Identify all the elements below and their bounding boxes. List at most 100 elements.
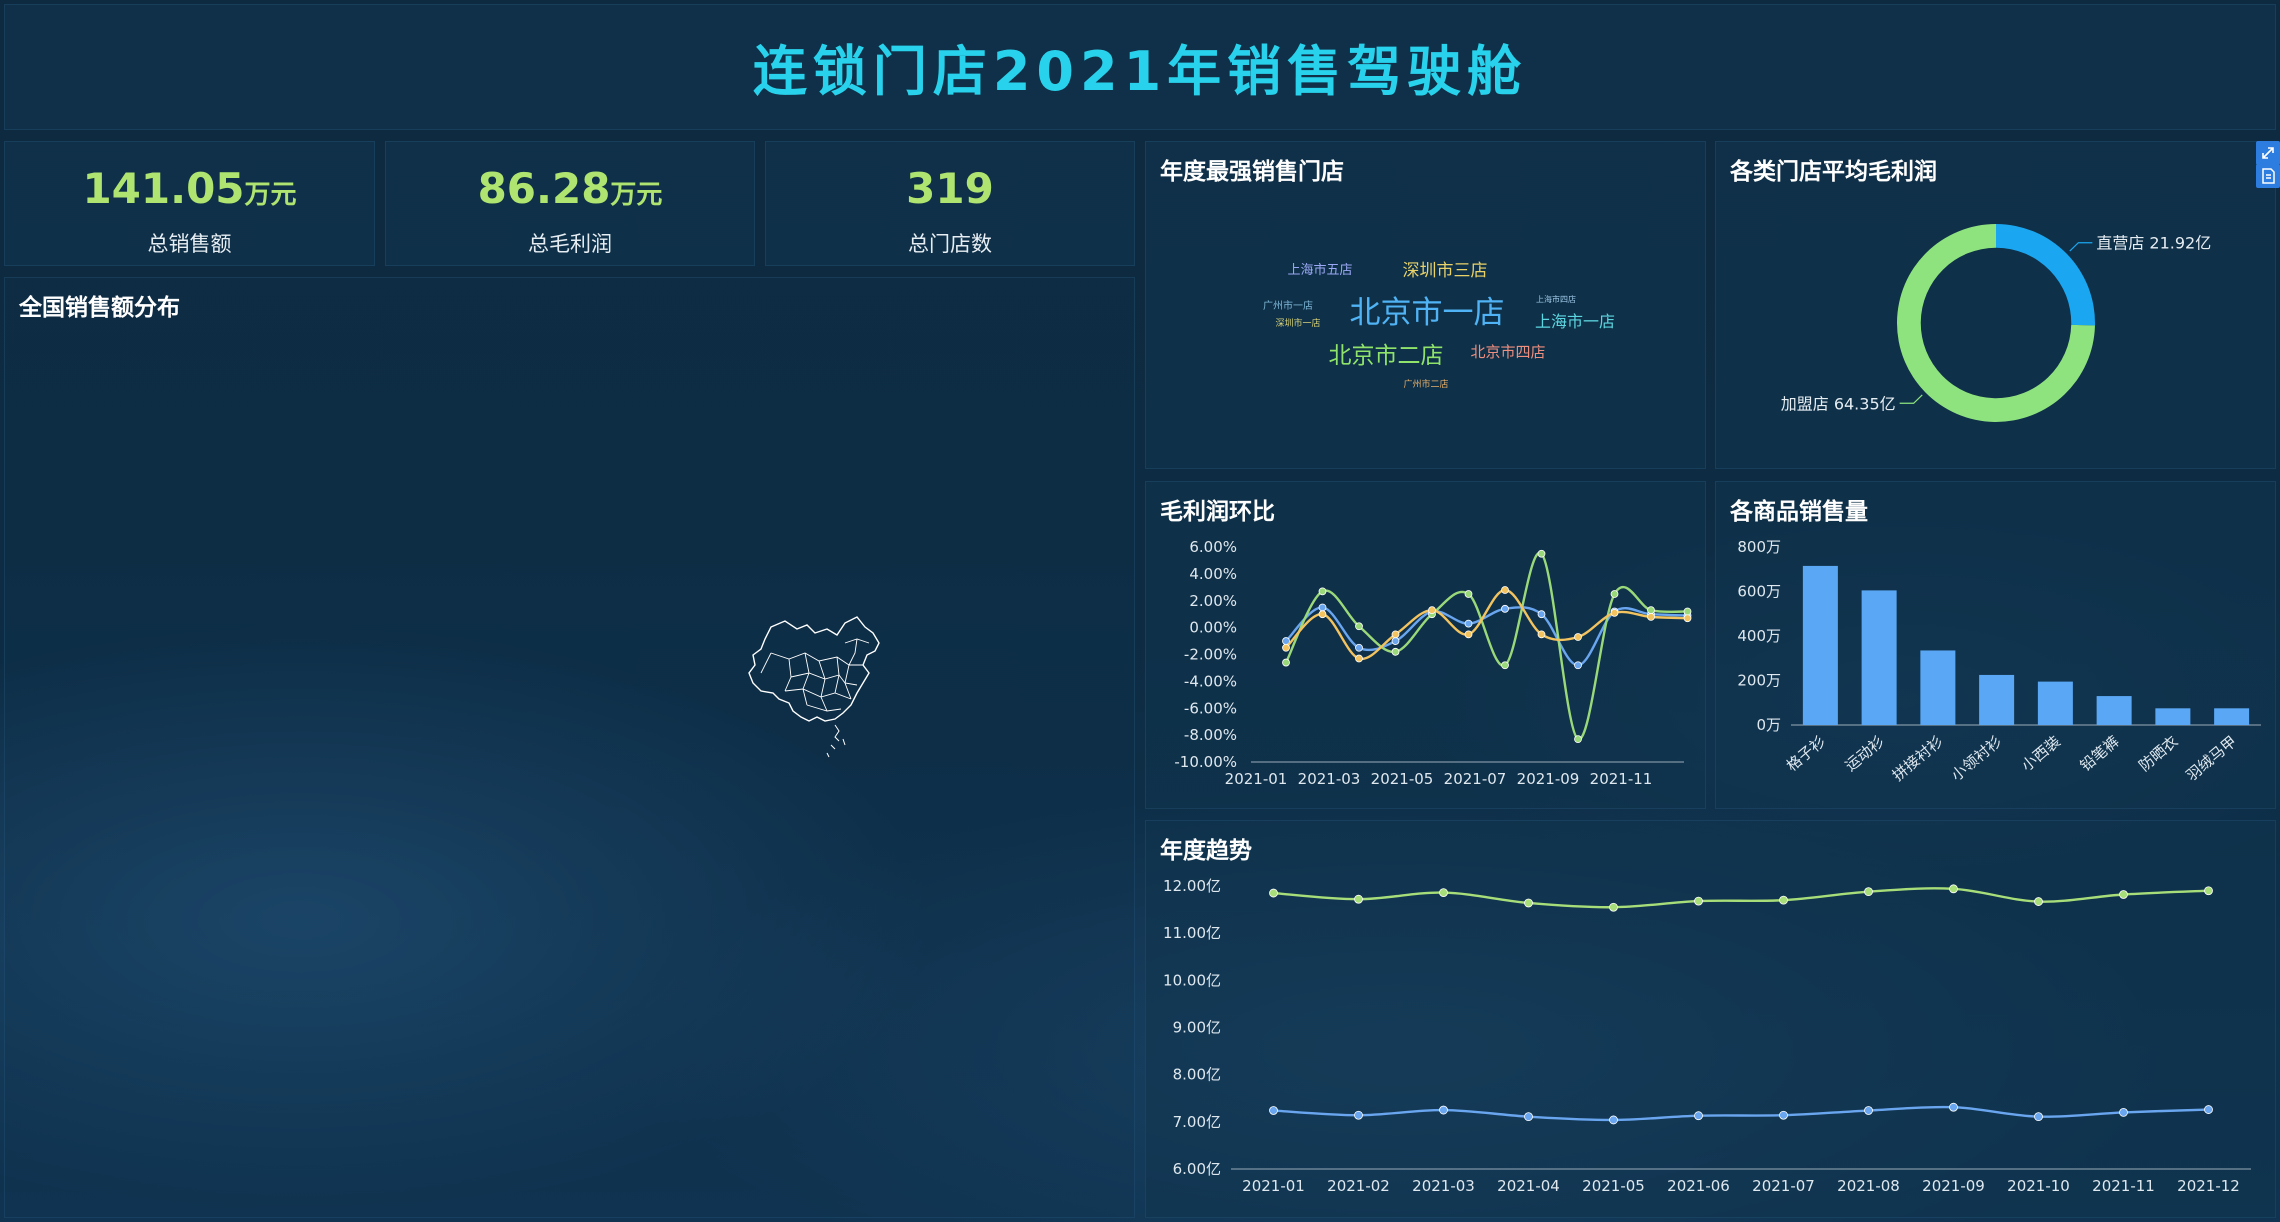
y-tick-label: 2.00%	[1189, 592, 1237, 610]
series-point	[1524, 1112, 1533, 1122]
bar	[2214, 708, 2250, 725]
document-icon	[2262, 168, 2275, 184]
china-map[interactable]	[745, 613, 905, 763]
series-point	[1464, 590, 1473, 598]
series-point	[2034, 897, 2043, 906]
panel-title: 年度最强销售门店	[1160, 159, 1344, 185]
data-view-button[interactable]	[2256, 164, 2280, 188]
series-point	[2119, 890, 2128, 899]
word-item[interactable]: 上海市四店	[1536, 294, 1576, 304]
series-point	[1269, 1106, 1278, 1115]
series-point	[1354, 1110, 1363, 1120]
y-tick-label: 800万	[1737, 538, 1781, 556]
expand-icon	[2262, 147, 2274, 159]
x-tick-label: 防晒衣	[2135, 732, 2181, 775]
map-panel: 全国销售额分布	[4, 277, 1135, 1218]
panel-title: 各商品销售量	[1730, 499, 1868, 525]
bar	[1861, 590, 1897, 725]
x-tick-label: 2021-12	[2177, 1177, 2240, 1195]
x-tick-label: 2021-08	[1837, 1177, 1900, 1195]
kpi-value: 141.05	[82, 164, 245, 213]
series-point	[1318, 587, 1327, 596]
x-tick-label: 2021-07	[1444, 770, 1507, 788]
series-point	[1574, 633, 1582, 641]
china-map-provinces	[760, 638, 870, 712]
series-point	[1501, 661, 1509, 670]
product-sales-panel: 各商品销售量 800万 600万 400万 200万 0万 格子衫 运动衫 拼接衬衫 小领衬衫小…	[1715, 481, 2276, 809]
series-point	[1574, 661, 1582, 670]
panel-title: 毛利润环比	[1160, 499, 1275, 525]
series-line	[1273, 887, 2209, 909]
series-point	[2204, 1105, 2213, 1114]
series-point	[1609, 1115, 1618, 1125]
series-point	[1391, 630, 1400, 639]
donut-label: 加盟店 64.35亿	[1781, 394, 1896, 413]
series-point	[1282, 658, 1290, 667]
kpi-unit: 万元	[610, 180, 663, 210]
kpi-label: 总门店数	[908, 232, 992, 256]
annual-trend-chart[interactable]: 12.00亿 11.00亿 10.00亿 9.00亿 8.00亿 7.00亿 6.00亿 20…	[1146, 821, 2277, 1219]
bar	[2037, 681, 2073, 725]
series-point	[1574, 735, 1582, 744]
margin-ratio-chart[interactable]: 6.00% 4.00% 2.00% 0.00% -2.00% -4.00% -6.00% -8…	[1146, 482, 1707, 810]
y-tick-label: 11.00亿	[1163, 924, 1221, 942]
donut-slice	[1996, 224, 2095, 326]
series-point	[1501, 586, 1509, 594]
word-item[interactable]: 北京市四店	[1470, 343, 1545, 361]
word-item[interactable]: 上海市五店	[1287, 262, 1352, 278]
series-point	[1694, 1111, 1703, 1121]
word-item[interactable]: 广州市二店	[1403, 378, 1448, 390]
series-point	[1464, 630, 1473, 639]
y-tick-label: 8.00亿	[1173, 1066, 1221, 1084]
series-line	[1273, 1105, 2209, 1122]
x-tick-label: 铅笔裤	[2077, 732, 2123, 775]
wordcloud: 北京市一店 北京市二店 深圳市三店 上海市一店 北京市四店 上海市五店 广州市一…	[1263, 261, 1615, 390]
margin-ratio-panel: 毛利润环比 6.00% 4.00% 2.00% 0.00% -2.00% -4.00% -6…	[1145, 481, 1706, 809]
series-point	[1318, 603, 1327, 612]
word-item[interactable]: 深圳市三店	[1403, 261, 1488, 281]
series-point	[1428, 606, 1436, 615]
series-point	[1537, 630, 1546, 639]
x-tick-label: 2021-05	[1371, 770, 1434, 788]
series-point	[1610, 590, 1619, 598]
series-point	[1318, 610, 1327, 619]
x-tick-label: 2021-05	[1582, 1177, 1645, 1195]
series-point	[1355, 654, 1363, 663]
donut-panel: 各类门店平均毛利润 直营店 21.92亿加盟店 64.35亿	[1715, 141, 2276, 469]
series-point	[1537, 610, 1546, 619]
annual-trend-panel: 年度趋势 12.00亿 11.00亿 10.00亿 9.00亿 8.00亿 7.00亿 6.…	[1145, 820, 2276, 1218]
donut-label-line	[1899, 394, 1923, 404]
donut-label-line	[2069, 242, 2093, 252]
word-item[interactable]: 北京市一店	[1350, 295, 1505, 331]
x-tick-label: 羽绒马甲	[2183, 732, 2241, 784]
y-tick-label: 6.00%	[1189, 538, 1237, 556]
series-point	[1683, 607, 1692, 616]
wordcloud-panel: 年度最强销售门店 北京市一店 北京市二店 深圳市三店 上海市一店 北京市四店 上…	[1145, 141, 1706, 469]
y-tick-label: 200万	[1737, 672, 1781, 690]
dashboard-title: 连锁门店2021年销售驾驶舱	[752, 40, 1528, 103]
word-item[interactable]: 北京市二店	[1329, 343, 1444, 369]
series-point	[1391, 647, 1400, 656]
y-tick-label: 10.00亿	[1163, 971, 1221, 989]
series-point	[1391, 637, 1400, 645]
dashboard-header: 连锁门店2021年销售驾驶舱	[4, 4, 2276, 130]
word-item[interactable]: 上海市一店	[1535, 312, 1615, 331]
fullscreen-button[interactable]	[2256, 141, 2280, 165]
series-point	[1269, 888, 1278, 898]
y-tick-label: 600万	[1737, 583, 1781, 601]
series-point	[1779, 1110, 1788, 1120]
series-point	[1949, 1102, 1958, 1112]
donut-label: 直营店 21.92亿	[2096, 234, 2211, 253]
word-item[interactable]: 广州市一店	[1263, 299, 1313, 312]
series-point	[1355, 643, 1363, 652]
panel-title: 各类门店平均毛利润	[1730, 159, 1937, 185]
series-point	[1464, 619, 1473, 628]
kpi-label: 总销售额	[147, 232, 232, 256]
word-item[interactable]: 深圳市一店	[1275, 317, 1320, 329]
series-point	[1647, 612, 1655, 621]
kpi-unit: 万元	[244, 180, 297, 210]
x-tick-label: 拼接衬衫	[1889, 732, 1947, 784]
y-tick-label: -10.00%	[1174, 753, 1237, 771]
